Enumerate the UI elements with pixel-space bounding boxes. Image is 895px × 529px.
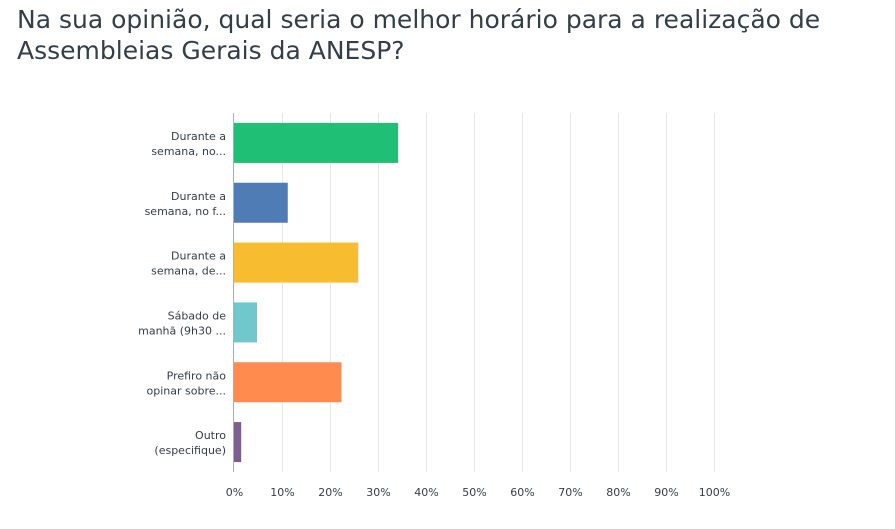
x-tick-label: 50% xyxy=(462,486,486,499)
category-label: Prefiro não opinar sobre... xyxy=(147,369,227,397)
x-tick-label: 40% xyxy=(414,486,438,499)
bar[interactable] xyxy=(234,182,288,223)
x-tick-label: 20% xyxy=(318,486,342,499)
grid-layer xyxy=(282,113,715,472)
x-tick-label: 100% xyxy=(699,486,730,499)
category-label: Sábado de manhã (9h30 ... xyxy=(138,309,226,337)
bar[interactable] xyxy=(234,362,342,403)
x-tick-label: 0% xyxy=(226,486,243,499)
x-tick-label: 70% xyxy=(558,486,582,499)
bar[interactable] xyxy=(234,242,359,283)
category-label: Outro (especifique) xyxy=(154,429,226,457)
bar[interactable] xyxy=(234,422,242,463)
bar[interactable] xyxy=(234,302,258,343)
bar[interactable] xyxy=(234,122,399,163)
x-axis-ticks: 0% 10% 20% 30% 40% 50% 60% 70% 80% 90% 100% xyxy=(226,486,730,499)
x-tick-label: 30% xyxy=(366,486,390,499)
x-tick-label: 80% xyxy=(606,486,630,499)
category-label: Durante a semana, de... xyxy=(151,250,226,278)
x-tick-label: 90% xyxy=(654,486,678,499)
category-labels: Durante a semana, no... Durante a semana, n… xyxy=(138,130,226,457)
x-tick-label: 10% xyxy=(270,486,294,499)
x-tick-label: 60% xyxy=(510,486,534,499)
category-label: Durante a semana, no f... xyxy=(145,190,226,218)
question-title: Na sua opinião, qual seria o melhor horá… xyxy=(17,5,821,65)
bars-layer xyxy=(234,122,399,463)
category-label: Durante a semana, no... xyxy=(151,130,226,158)
